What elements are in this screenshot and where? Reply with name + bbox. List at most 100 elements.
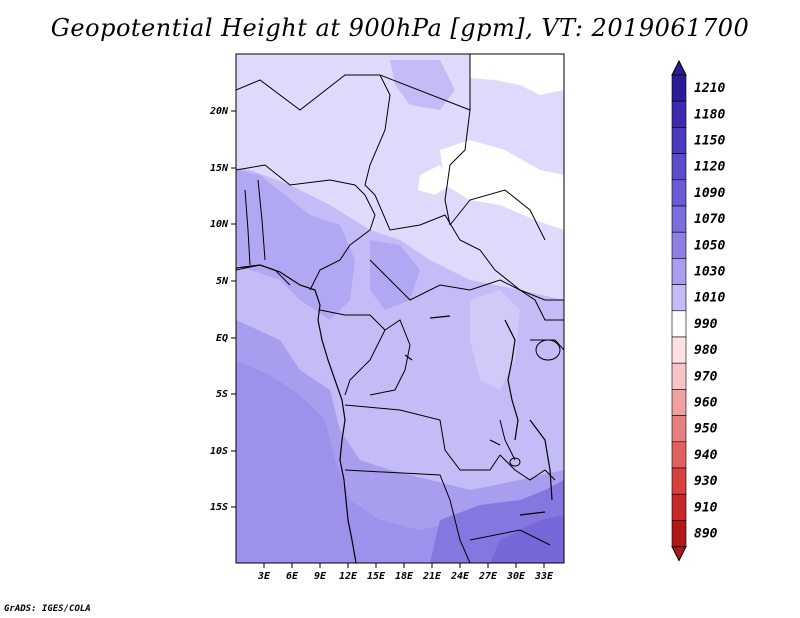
border-chad-car: [374, 194, 521, 291]
lon-label: 15E: [367, 571, 386, 582]
colorbar-swatch: [671, 493, 687, 521]
colorbar-label: 1070: [694, 212, 725, 227]
colorbar-swatch: [671, 362, 687, 390]
lake-malawi: [529, 419, 553, 501]
colorbar-label: 930: [694, 474, 718, 489]
colorbar-label: 1150: [694, 134, 725, 149]
border-car-drc: [369, 259, 564, 301]
lon-label: 30E: [506, 571, 526, 582]
lake-mweru: [509, 457, 521, 467]
lakes: [509, 339, 561, 467]
border-chad-libya: [379, 74, 471, 226]
colorbar-swatch: [671, 153, 687, 181]
border-tanzania-drc: [499, 419, 516, 461]
colorbar-label: 1010: [694, 291, 725, 306]
field-west-band: [236, 170, 355, 320]
colorbar-bottom-arrow: [671, 546, 687, 562]
lake-kariba: [519, 511, 546, 516]
river-congo-1: [429, 315, 451, 319]
height-field: [236, 54, 564, 563]
border-angola-drc: [344, 404, 501, 471]
colorbar-label: 1210: [694, 81, 725, 96]
lat-axis: 20N 15N 10N 5N EQ 5S 10S 15S: [209, 106, 236, 513]
colorbar-label: 1180: [694, 107, 725, 122]
field-east-pocket: [470, 290, 520, 390]
colorbar-swatch: [671, 441, 687, 469]
border-angola-zambia: [344, 469, 471, 563]
lat-label: 5N: [216, 276, 229, 287]
border-nigeria-cameroon: [309, 194, 376, 291]
colorbar-swatch: [671, 179, 687, 207]
border-uganda-kenya: [530, 339, 564, 351]
lon-label: 21E: [422, 571, 442, 582]
colorbar-label: 890: [694, 527, 718, 542]
field-south-deep: [236, 360, 564, 563]
map-frame: [235, 53, 565, 564]
colorbar-swatch: [671, 284, 687, 312]
colorbar-swatch: [671, 389, 687, 416]
lon-label: 12E: [339, 571, 358, 582]
colorbar-top-arrow: [671, 59, 687, 76]
border-ghana-togo: [244, 189, 251, 266]
field-white-small: [418, 165, 450, 195]
lat-label: 10S: [210, 446, 228, 457]
lake-albert-tanganyika: [504, 319, 519, 441]
coastline: [236, 264, 553, 563]
colorbar-label: 1120: [694, 160, 725, 175]
colorbar-swatch: [671, 100, 687, 128]
lat-label: 20N: [209, 106, 229, 117]
field-se-darkest: [490, 515, 564, 563]
coast-west: [236, 264, 357, 563]
colorbar-label: 990: [694, 317, 718, 332]
colorbar-label: 1090: [694, 186, 725, 201]
lat-label: 5S: [216, 389, 228, 400]
colorbar-swatch: [671, 415, 687, 443]
field-north-light: [236, 54, 564, 300]
colorbar-swatch: [671, 467, 687, 495]
lon-label: 3E: [257, 571, 271, 582]
colorbar-label: 970: [694, 369, 718, 384]
lon-label: 27E: [478, 571, 498, 582]
lon-label: 24E: [450, 571, 470, 582]
colorbar-swatch: [671, 127, 687, 154]
colorbar-label: 950: [694, 422, 718, 437]
map-title: Geopotential Height at 900hPa [gpm], VT:…: [50, 14, 750, 42]
lake-victoria: [535, 339, 561, 361]
river-zambezi: [489, 439, 501, 446]
colorbar-swatch: [671, 231, 687, 259]
colorbar-swatch: [671, 310, 687, 338]
border-chad-sudan: [449, 189, 546, 241]
lon-label: 9E: [314, 571, 327, 582]
river-congo-2: [404, 354, 413, 361]
colorbar-label: 1050: [694, 238, 725, 253]
lon-label: 18E: [395, 571, 414, 582]
lon-axis: 3E 6E 9E 12E 15E 18E 21E 24E 27E 30E 33E: [257, 563, 554, 582]
colorbar-swatch: [671, 520, 687, 547]
border-niger-algeria: [236, 74, 391, 196]
border-nigeria-niger: [236, 164, 366, 196]
credit-text: GrADS: IGES/COLA: [4, 604, 91, 614]
colorbar-label: 960: [694, 396, 718, 411]
colorbar-label: 940: [694, 448, 718, 463]
colorbar: 1210 1180 1150 1120 1090 1070 1050 1030 1010 990 9…: [671, 59, 725, 562]
field-white-ne: [470, 54, 564, 95]
colorbar-swatch: [671, 74, 687, 102]
colorbar-swatch: [671, 258, 687, 285]
colorbar-label: 980: [694, 343, 718, 358]
lat-label: 10N: [210, 219, 229, 230]
colorbar-swatch: [671, 205, 687, 233]
colorbar-label: 910: [694, 500, 718, 515]
border-zambia-zimbabwe: [469, 529, 551, 546]
border-benin-togo: [257, 179, 266, 261]
colorbar-label: 1030: [694, 265, 725, 280]
lon-label: 33E: [534, 571, 554, 582]
field-white-east: [440, 140, 564, 230]
border-zambia-drc: [499, 454, 556, 481]
border-south-sudan-uganda: [519, 289, 564, 321]
colorbar-swatch: [671, 336, 687, 364]
lon-label: 6E: [286, 571, 299, 582]
lat-label: EQ: [216, 333, 228, 344]
field-central-band: [370, 240, 420, 310]
lat-label: 15N: [210, 163, 229, 174]
